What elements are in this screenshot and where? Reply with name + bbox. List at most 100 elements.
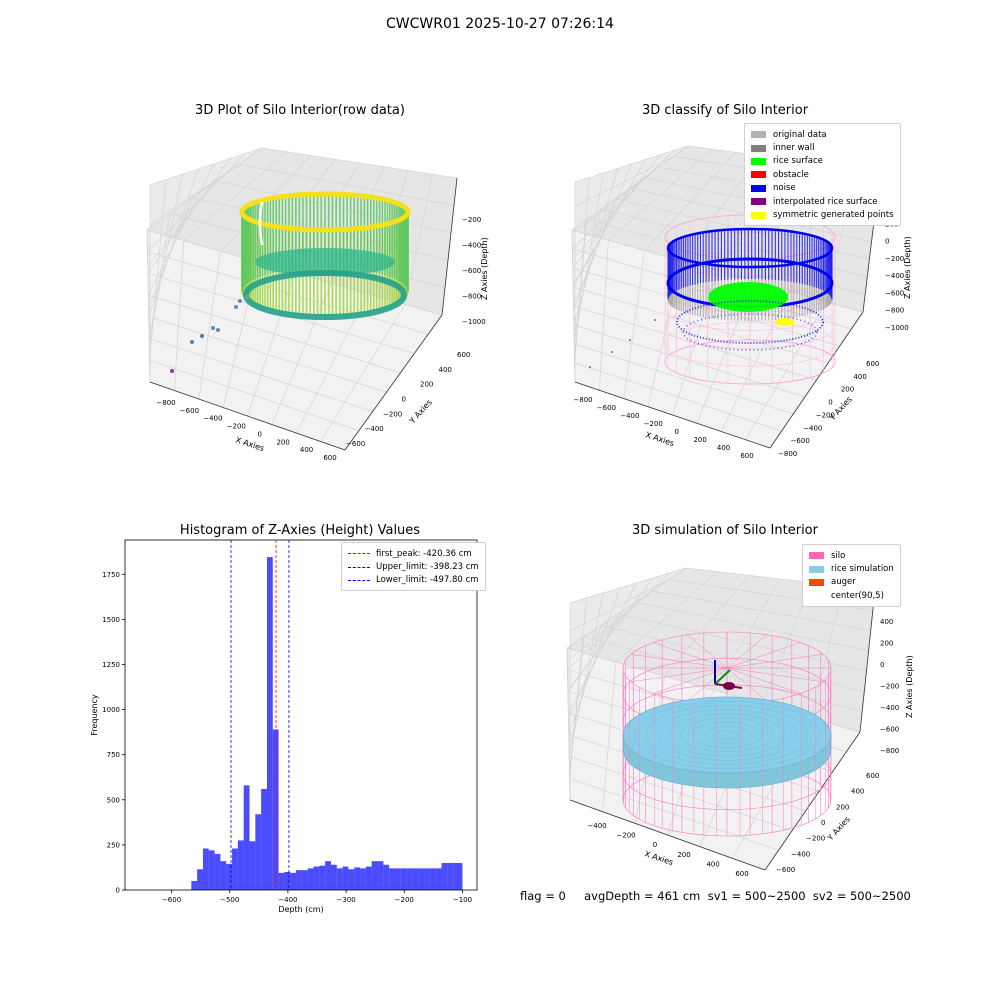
legend-entry: auger [809, 576, 894, 589]
y-tick-label: 500 [107, 796, 120, 804]
legend-label: original data [773, 129, 827, 140]
gridline [664, 575, 750, 677]
gridline [566, 647, 571, 801]
y-tick-label: −200 [816, 411, 835, 419]
y-tick-label: −200 [383, 410, 402, 418]
y-tick-label: 0 [828, 399, 832, 407]
y-axis-label: Y Axies [825, 815, 852, 843]
z-tick-label: −1000 [885, 324, 909, 332]
z-axis-line [859, 589, 876, 733]
x-tick-label: −200 [644, 420, 663, 428]
histogram-bar [261, 788, 267, 890]
outlier-point [238, 299, 242, 303]
y-tick-label: 600 [866, 360, 879, 368]
outlier-point [211, 326, 215, 330]
legend-label: inner wall [773, 143, 815, 154]
histogram-bar [354, 867, 361, 890]
x-tick-label: −300 [336, 896, 355, 904]
legend-label: Lower_limit: -497.80 cm [376, 575, 479, 586]
histogram-bar [348, 869, 355, 890]
gridline [149, 359, 359, 432]
x-tick-label: −200 [227, 423, 246, 431]
gridline [615, 571, 718, 663]
legend-swatch [809, 565, 824, 573]
rice-mesh-ring [715, 730, 739, 740]
noise-point [654, 319, 656, 321]
gridline [569, 567, 687, 604]
histogram-title: Histogram of Z-Axies (Height) Values [179, 523, 421, 538]
x-tick-label: −400 [203, 415, 222, 423]
x-tick-label: 400 [717, 444, 730, 452]
legend-entry: first_peak: -420.36 cm [348, 547, 479, 560]
legend-label: center(90,5) [831, 590, 884, 601]
y-tick-label: −600 [346, 440, 365, 448]
legend-swatch [348, 566, 370, 568]
legend-swatch [751, 157, 766, 165]
histogram-bar [319, 865, 326, 890]
y-tick-label: 0 [821, 819, 825, 827]
figure-suptitle: CWCWR01 2025-10-27 07:26:14 [386, 16, 614, 32]
histogram-bar [214, 853, 221, 890]
legend-label: Upper_limit: -398.23 cm [376, 562, 479, 573]
z-tick-label: 0 [880, 661, 884, 669]
noise-point [611, 351, 613, 353]
histogram-bar [301, 870, 308, 890]
gridline [404, 174, 433, 305]
x-tick-label: 200 [677, 851, 690, 859]
histogram-bar [400, 868, 407, 890]
z-tick-label: −600 [462, 267, 481, 275]
y-axis-line [764, 731, 861, 871]
x-tick-label: −800 [573, 396, 592, 404]
gridline [566, 567, 687, 649]
outlier-point [234, 305, 238, 309]
legend-label: obstacle [773, 169, 809, 180]
histogram-bar [237, 840, 244, 890]
histogram-bar [394, 868, 401, 890]
histogram-bar [202, 848, 209, 890]
gridline [569, 756, 793, 831]
gridline [574, 156, 674, 208]
outlier-point [200, 334, 204, 338]
gridline [320, 304, 406, 442]
legend-entry: Lower_limit: -497.80 cm [348, 574, 479, 587]
y-tick-label: 600 [457, 351, 470, 359]
silo-wire-cap [726, 653, 824, 669]
legend-swatch [809, 592, 824, 599]
histogram-bar [220, 861, 227, 890]
histogram-bar [197, 869, 203, 890]
plot-frame [124, 539, 478, 891]
silo-wire-cap [726, 634, 767, 669]
classify-3d-plot: −800−600−400−20002004006006004002000−200… [571, 145, 912, 460]
histogram-bar [360, 868, 366, 890]
x-tick-label: −100 [453, 896, 472, 904]
legend-swatch [751, 144, 766, 152]
y-tick-label: −800 [778, 450, 797, 458]
x-tick-label: 0 [257, 430, 261, 438]
y-tick-label: 400 [439, 366, 452, 374]
legend-swatch [751, 211, 766, 219]
silo-wire-cap [630, 653, 728, 669]
gridline [261, 147, 458, 179]
z-tick-label: −400 [885, 272, 904, 280]
gridline [713, 578, 781, 691]
silo-wire-cap [726, 642, 801, 669]
classify-legend: original data inner wall rice surface obsta… [744, 123, 901, 226]
legend-swatch [751, 198, 766, 206]
z-axis-label: Z Axies (Depth) [480, 237, 489, 300]
rice-mesh-ring [703, 726, 751, 744]
z-tick-label: −600 [880, 726, 899, 734]
legend-label: rice simulation [831, 564, 894, 575]
gridline [149, 147, 263, 186]
rim-points [239, 191, 411, 233]
rice-simulation-top [622, 696, 832, 774]
histogram-bar [249, 841, 256, 890]
gridline [238, 164, 455, 206]
histogram-bar [278, 872, 285, 890]
legend-entry: obstacle [751, 168, 894, 181]
classify-plot-title: 3D classify of Silo Interior [641, 103, 809, 118]
gridline [573, 324, 805, 398]
gridline [149, 338, 373, 412]
y-tick-label: −600 [776, 866, 795, 874]
rice-surface-points [708, 282, 788, 312]
